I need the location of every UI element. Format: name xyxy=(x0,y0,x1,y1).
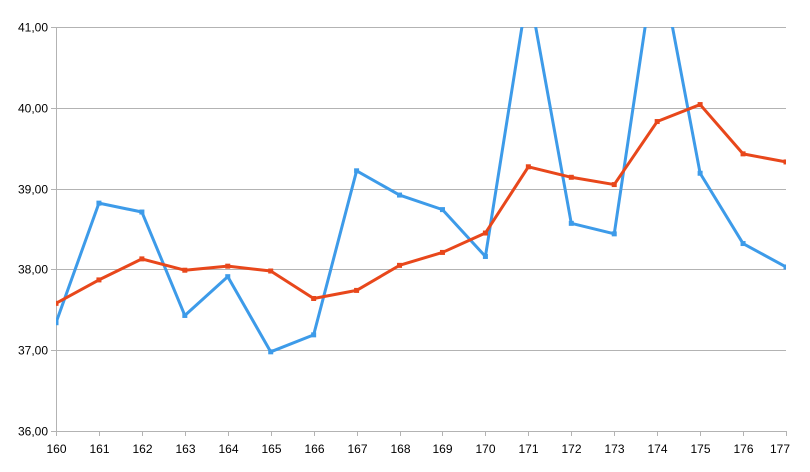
series-1-point xyxy=(56,320,59,326)
series-2-point xyxy=(311,295,317,301)
x-tick-label: 170 xyxy=(475,442,495,456)
series-1-point xyxy=(482,253,488,259)
series-1-point xyxy=(740,241,746,247)
x-tick-label: 164 xyxy=(218,442,238,456)
series-2-line xyxy=(56,103,786,305)
series-2-point xyxy=(525,164,531,170)
x-tick-label: 173 xyxy=(604,442,624,456)
series-2-point xyxy=(654,119,660,125)
series-2-point xyxy=(439,249,445,255)
y-tick-label: 37,00 xyxy=(18,344,48,358)
series-1 xyxy=(56,27,786,355)
series-1-point xyxy=(311,332,317,338)
series-1-point xyxy=(568,220,574,226)
x-tick-label: 166 xyxy=(304,442,324,456)
series-1-point xyxy=(139,209,145,215)
x-tick-label: 172 xyxy=(561,442,581,456)
gridlines xyxy=(51,27,786,432)
series-1-point xyxy=(225,274,231,280)
series-1-point xyxy=(397,192,403,198)
series-2-point xyxy=(56,300,59,306)
x-tick-label: 161 xyxy=(89,442,109,456)
x-tick-label: 171 xyxy=(518,442,538,456)
x-tick-label: 174 xyxy=(647,442,667,456)
series-1-point xyxy=(182,312,188,318)
x-tick-label: 168 xyxy=(390,442,410,456)
series-2-point xyxy=(139,256,145,262)
series-2-point xyxy=(397,262,403,268)
series-1-point xyxy=(439,207,445,213)
y-tick-label: 41,00 xyxy=(18,21,48,35)
series-2-point xyxy=(354,287,360,293)
series-1-point xyxy=(783,264,786,270)
series-1-point xyxy=(354,168,360,174)
series-2-point xyxy=(482,230,488,236)
series-layer xyxy=(56,27,786,355)
y-axis-tick-labels: 36,00 37,00 38,00 39,00 40,00 41,00 xyxy=(18,21,48,439)
series-2-point xyxy=(783,159,786,165)
series-2-point xyxy=(697,102,703,108)
series-2-point xyxy=(96,277,102,283)
x-tick-label: 167 xyxy=(347,442,367,456)
x-tick-label: 169 xyxy=(432,442,452,456)
series-2-point xyxy=(740,151,746,157)
series-1-point xyxy=(96,200,102,206)
x-tick-label: 163 xyxy=(175,442,195,456)
series-2-point xyxy=(568,174,574,180)
x-tick-label: 176 xyxy=(733,442,753,456)
series-1-line xyxy=(56,27,786,354)
series-1-point xyxy=(268,349,274,355)
series-2-point xyxy=(225,263,231,269)
series-1-point xyxy=(611,231,617,237)
x-tick-label: 175 xyxy=(690,442,710,456)
x-tick-label: 160 xyxy=(46,442,66,456)
axes xyxy=(56,27,787,436)
y-tick-label: 39,00 xyxy=(18,183,48,197)
x-axis-tick-labels: 160 161 162 163 164 165 166 167 168 169 170 171 172 1… xyxy=(46,442,790,456)
x-tick-label: 162 xyxy=(132,442,152,456)
series-2 xyxy=(56,102,786,306)
x-tick-label: 165 xyxy=(261,442,281,456)
y-tick-label: 36,00 xyxy=(18,425,48,439)
series-2-point xyxy=(611,182,617,188)
series-2-point xyxy=(182,267,188,273)
y-tick-label: 38,00 xyxy=(18,263,48,277)
y-tick-label: 40,00 xyxy=(18,102,48,116)
series-1-point xyxy=(697,170,703,176)
x-tick-label: 177 xyxy=(770,442,790,456)
series-2-point xyxy=(268,268,274,274)
